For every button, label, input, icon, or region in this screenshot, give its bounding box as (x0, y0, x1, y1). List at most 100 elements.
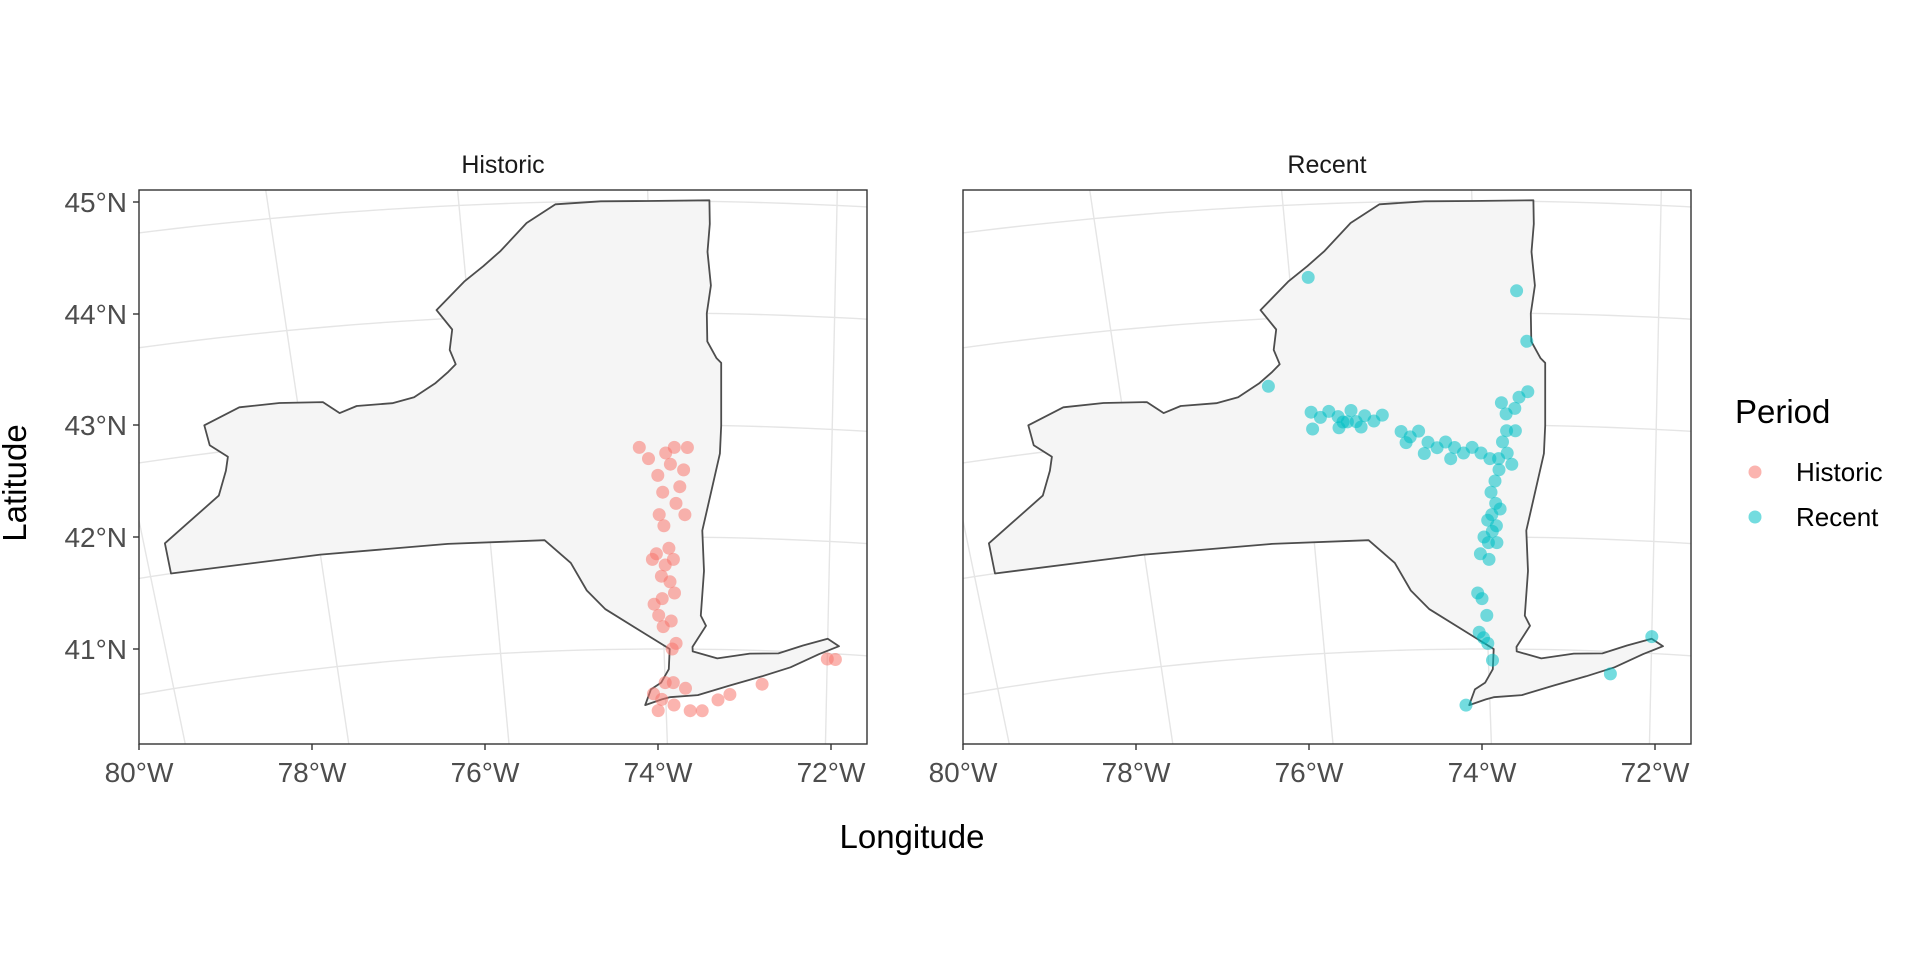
graticule-meridian (139, 517, 186, 744)
occurrence-point (1417, 447, 1431, 460)
occurrence-point (1481, 636, 1495, 650)
x-tick-label: 76°W (1275, 757, 1344, 788)
occurrence-point (652, 508, 666, 522)
facet-title: Historic (461, 151, 544, 179)
occurrence-point (1480, 608, 1494, 622)
occurrence-point (657, 519, 671, 533)
graticule-meridian (963, 517, 1010, 744)
state-outline (988, 199, 1664, 706)
occurrence-point (656, 620, 670, 634)
occurrence-point (663, 457, 677, 471)
occurrence-point (652, 608, 666, 622)
occurrence-point (680, 441, 694, 454)
graticule-parallel (139, 200, 867, 234)
occurrence-point (665, 642, 679, 656)
graticule-parallel (963, 200, 1691, 234)
occurrence-point (1508, 401, 1522, 415)
legend: Period Historic Recent (1735, 393, 1883, 532)
occurrence-point (1521, 385, 1535, 399)
occurrence-point (1412, 424, 1426, 438)
x-tick-label: 74°W (1448, 757, 1517, 788)
x-tick-label: 72°W (1621, 757, 1690, 788)
occurrence-point (711, 693, 725, 707)
occurrence-point (645, 552, 659, 566)
occurrence-point (1645, 630, 1659, 644)
y-tick-label: 41°N (64, 634, 127, 665)
occurrence-point (1488, 474, 1502, 488)
occurrence-point (667, 440, 681, 454)
occurrence-point (666, 676, 680, 690)
occurrence-point (1399, 436, 1413, 450)
occurrence-point (1510, 284, 1524, 298)
occurrence-point (632, 440, 646, 454)
occurrence-point (662, 541, 676, 555)
y-tick-label: 42°N (64, 522, 127, 553)
occurrence-point (828, 653, 842, 666)
y-axis-title: Latitude (0, 424, 33, 541)
occurrence-point (1344, 404, 1358, 417)
facet-historic: Historic 80°W 78°W 76°W 74°W 72°W 41°N 42°N 43°N… (64, 151, 868, 788)
occurrence-point (655, 692, 669, 706)
legend-label-historic: Historic (1796, 457, 1883, 487)
legend-label-recent: Recent (1796, 502, 1879, 532)
occurrence-point (1520, 334, 1534, 348)
occurrence-point (1336, 415, 1350, 429)
occurrence-point (1603, 667, 1617, 681)
legend-key-historic (1748, 465, 1762, 479)
occurrence-point (677, 463, 691, 477)
facet-title: Recent (1287, 151, 1366, 179)
legend-title: Period (1735, 393, 1830, 430)
panel-border (962, 189, 1692, 745)
occurrence-point (1486, 653, 1499, 667)
x-tick-label: 78°W (1102, 757, 1171, 788)
graticule-parallel (963, 648, 1691, 696)
occurrence-point (1484, 485, 1498, 499)
y-tick-label: 45°N (64, 187, 127, 218)
occurrence-point (1261, 379, 1275, 393)
occurrence-point (755, 677, 769, 691)
occurrence-point (695, 704, 709, 718)
occurrence-point (651, 704, 665, 718)
occurrence-point (1508, 424, 1522, 438)
occurrence-point (642, 452, 655, 466)
occurrence-point (723, 688, 737, 701)
occurrence-point (667, 698, 681, 712)
facet-recent: Recent 80°W 78°W 76°W 74°W 72°W (929, 151, 1692, 788)
occurrence-point (678, 508, 692, 522)
occurrence-point (1444, 452, 1458, 466)
x-tick-label: 72°W (797, 757, 866, 788)
graticule-parallel (139, 648, 867, 696)
occurrence-point (1375, 408, 1389, 422)
occurrence-point (1482, 552, 1496, 566)
y-tick-label: 44°N (64, 299, 127, 330)
occurrence-point (1492, 463, 1506, 477)
x-tick-label: 80°W (105, 757, 174, 788)
graticule-meridian (1648, 190, 1663, 744)
x-tick-label: 80°W (929, 757, 998, 788)
graticule-meridian (824, 190, 839, 744)
occurrence-point (1306, 422, 1320, 436)
occurrence-point (651, 468, 665, 482)
occurrence-point (679, 681, 692, 695)
occurrence-point (1490, 536, 1504, 550)
occurrence-point (658, 558, 672, 572)
occurrence-point (1494, 396, 1508, 410)
occurrence-point (1500, 446, 1514, 460)
panel-border (138, 189, 868, 745)
occurrence-point (1496, 435, 1509, 449)
x-axis-title: Longitude (840, 818, 985, 855)
x-tick-label: 78°W (278, 757, 347, 788)
legend-key-recent (1748, 510, 1762, 524)
occurrence-point (669, 496, 683, 510)
occurrence-point (663, 575, 677, 589)
occurrence-point (1475, 592, 1489, 606)
occurrence-point (647, 597, 661, 611)
occurrence-point (1354, 420, 1368, 434)
occurrence-point (1301, 270, 1315, 284)
x-tick-label: 76°W (451, 757, 520, 788)
x-tick-label: 74°W (624, 757, 693, 788)
occurrence-point (1505, 457, 1519, 471)
y-tick-label: 43°N (64, 410, 127, 441)
occurrence-point (656, 485, 670, 499)
